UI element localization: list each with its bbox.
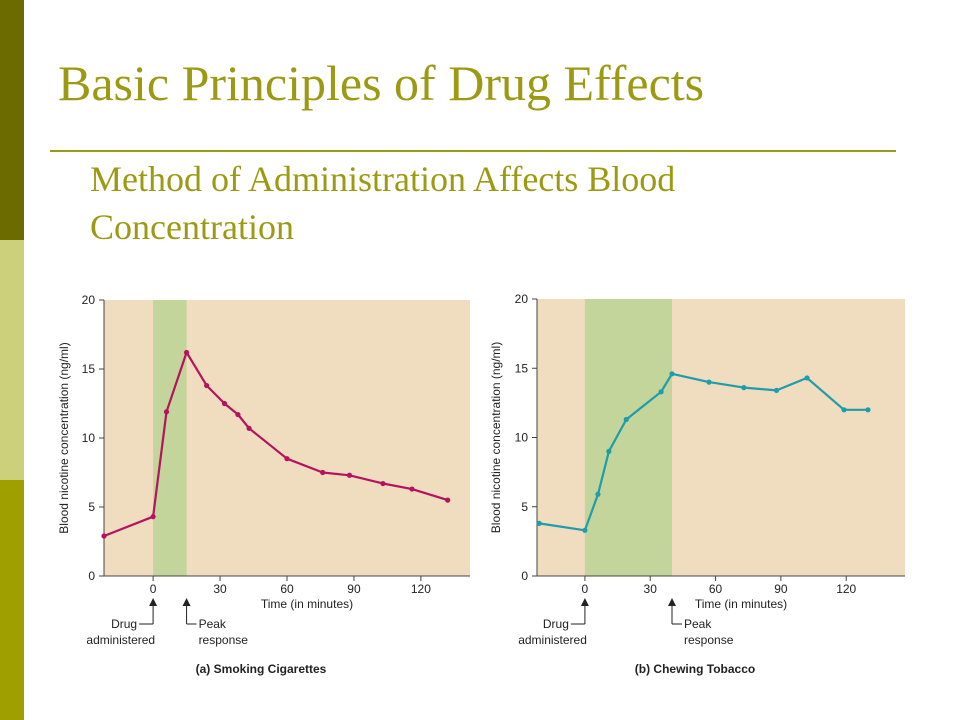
data-point [606, 448, 612, 454]
title-underline [50, 150, 896, 152]
x-tick-label: 30 [644, 582, 658, 596]
accent-bar-middle [0, 240, 24, 480]
y-tick-label: 15 [82, 362, 96, 376]
x-tick-label: 90 [347, 582, 361, 596]
data-point [741, 385, 747, 391]
y-tick-label: 10 [82, 431, 96, 445]
slide-title: Basic Principles of Drug Effects [58, 55, 705, 111]
data-point [150, 514, 156, 520]
data-point [706, 379, 712, 385]
chart-caption: (a) Smoking Cigarettes [196, 662, 327, 676]
data-point [101, 533, 107, 539]
charts-figure: 0 5 10 15 20 0 30 60 90 120 Blood nicotine concent… [57, 292, 905, 676]
response-window-band [153, 300, 187, 576]
x-tick-label: 30 [213, 582, 227, 596]
y-axis-label: Blood nicotine concentration (ng/ml) [489, 342, 503, 533]
data-point [380, 480, 386, 487]
accent-bar-bottom [0, 480, 24, 720]
data-point [623, 416, 629, 423]
chart-chewing-tobacco: 0 5 10 15 20 0 30 60 90 120 Blood nicotine concent… [489, 292, 905, 676]
data-point [773, 387, 780, 394]
x-tick-label: 0 [582, 582, 589, 596]
data-point [865, 407, 871, 413]
annotation-label: response [684, 633, 734, 647]
annotation-label: response [199, 633, 249, 647]
y-tick-label: 10 [515, 431, 529, 445]
data-point [595, 491, 601, 497]
annotation-arrow-head [149, 598, 158, 606]
data-point [346, 472, 353, 478]
x-tick-label: 60 [280, 582, 294, 596]
data-point [246, 425, 252, 431]
data-point [536, 520, 542, 526]
data-point [582, 527, 588, 533]
x-tick-label: 120 [836, 582, 856, 596]
data-point [409, 486, 415, 492]
chart-caption: (b) Chewing Tobacco [635, 662, 755, 676]
data-point [804, 375, 810, 381]
left-accent-bar [0, 0, 24, 720]
y-tick-label: 15 [515, 361, 529, 375]
annotation-label: Peak [199, 617, 227, 631]
data-point [658, 389, 664, 395]
slide-subtitle: Method of Administration Affects Blood C… [90, 159, 676, 247]
response-window-band [584, 299, 673, 576]
x-tick-label: 60 [709, 582, 723, 596]
x-axis-label: Time (in minutes) [261, 597, 353, 611]
x-axis-label: Time (in minutes) [695, 597, 787, 611]
series-line [103, 351, 449, 538]
y-tick-label: 20 [515, 292, 529, 306]
annotation-arrow-head [668, 598, 677, 606]
annotation-label: Peak [684, 617, 712, 631]
y-tick-label: 5 [521, 500, 528, 514]
data-point [841, 407, 847, 413]
data-point [669, 371, 675, 377]
annotation-label: Drug [111, 617, 137, 631]
x-tick-label: 120 [411, 582, 431, 596]
annotation-label: administered [86, 633, 155, 647]
y-tick-label: 20 [82, 293, 96, 307]
y-tick-label: 5 [88, 500, 95, 514]
x-tick-label: 90 [774, 582, 788, 596]
data-point [235, 411, 241, 418]
annotation-label: Drug [543, 617, 569, 631]
data-point [183, 349, 190, 356]
data-point [204, 382, 210, 389]
annotation-label: administered [518, 633, 587, 647]
y-tick-label: 0 [88, 569, 95, 583]
x-tick-label: 0 [150, 582, 157, 596]
data-point [284, 456, 290, 462]
data-point [445, 497, 451, 503]
data-point [221, 400, 228, 407]
annotation-arrow-head [182, 598, 191, 606]
annotation-arrow-head [580, 598, 589, 606]
y-axis-label: Blood nicotine concentration (ng/ml) [57, 342, 71, 533]
data-point [163, 409, 170, 415]
accent-bar-top [0, 0, 24, 240]
chart-smoking-cigarettes: 0 5 10 15 20 0 30 60 90 120 Blood nicotine concent… [57, 293, 470, 676]
y-tick-label: 0 [521, 569, 528, 583]
data-point [320, 469, 326, 476]
